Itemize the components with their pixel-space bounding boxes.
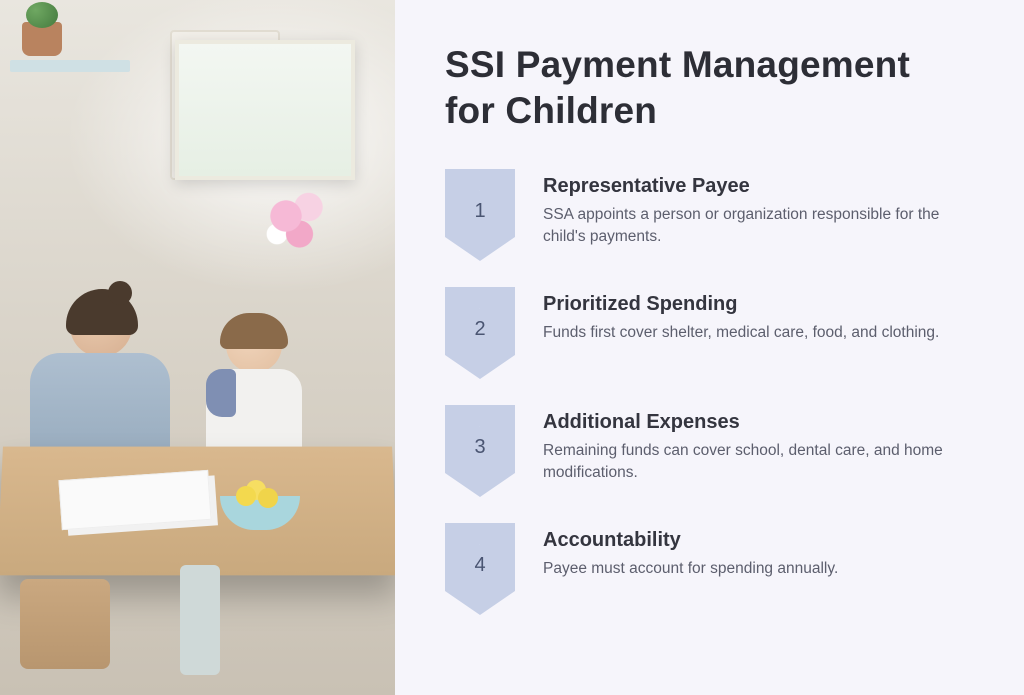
flower-bouquet-icon	[250, 180, 340, 270]
step-description: SSA appoints a person or organization re…	[543, 204, 973, 249]
content-panel: SSI Payment Management for Children 1 Re…	[395, 0, 1024, 695]
step-body: Representative Payee SSA appoints a pers…	[543, 169, 973, 249]
step-description: Payee must account for spending annually…	[543, 558, 838, 580]
chevron-down-icon: 3	[445, 405, 515, 497]
chevron-down-icon: 1	[445, 169, 515, 261]
step-marker: 1	[445, 169, 515, 261]
chevron-down-icon: 4	[445, 523, 515, 615]
title-line-2: for Children	[445, 90, 657, 131]
step-title: Prioritized Spending	[543, 293, 939, 316]
step-description: Remaining funds can cover school, dental…	[543, 440, 973, 485]
photo-panel	[0, 0, 395, 695]
step-number: 4	[445, 523, 515, 615]
steps-list: 1 Representative Payee SSA appoints a pe…	[445, 169, 984, 615]
potted-plant-icon	[22, 22, 62, 56]
step-3: 3 Additional Expenses Remaining funds ca…	[445, 405, 984, 497]
step-number: 1	[445, 169, 515, 261]
step-4: 4 Accountability Payee must account for …	[445, 523, 984, 615]
kitchen-scene-illustration	[0, 0, 395, 695]
step-marker: 2	[445, 287, 515, 379]
table-leg	[180, 565, 220, 675]
step-1: 1 Representative Payee SSA appoints a pe…	[445, 169, 984, 261]
step-title: Accountability	[543, 529, 838, 552]
chevron-down-icon: 2	[445, 287, 515, 379]
step-body: Accountability Payee must account for sp…	[543, 523, 838, 580]
title-line-1: SSI Payment Management	[445, 44, 910, 85]
page-title: SSI Payment Management for Children	[445, 42, 984, 135]
step-number: 3	[445, 405, 515, 497]
step-title: Additional Expenses	[543, 411, 973, 434]
wooden-stool	[20, 579, 110, 669]
step-body: Prioritized Spending Funds first cover s…	[543, 287, 939, 344]
step-marker: 3	[445, 405, 515, 497]
step-description: Funds first cover shelter, medical care,…	[543, 322, 939, 344]
step-title: Representative Payee	[543, 175, 973, 198]
step-body: Additional Expenses Remaining funds can …	[543, 405, 973, 485]
step-number: 2	[445, 287, 515, 379]
wall-shelf	[10, 60, 130, 72]
kitchen-window	[175, 40, 355, 180]
paperwork-icon	[58, 470, 211, 530]
step-marker: 4	[445, 523, 515, 615]
step-2: 2 Prioritized Spending Funds first cover…	[445, 287, 984, 379]
